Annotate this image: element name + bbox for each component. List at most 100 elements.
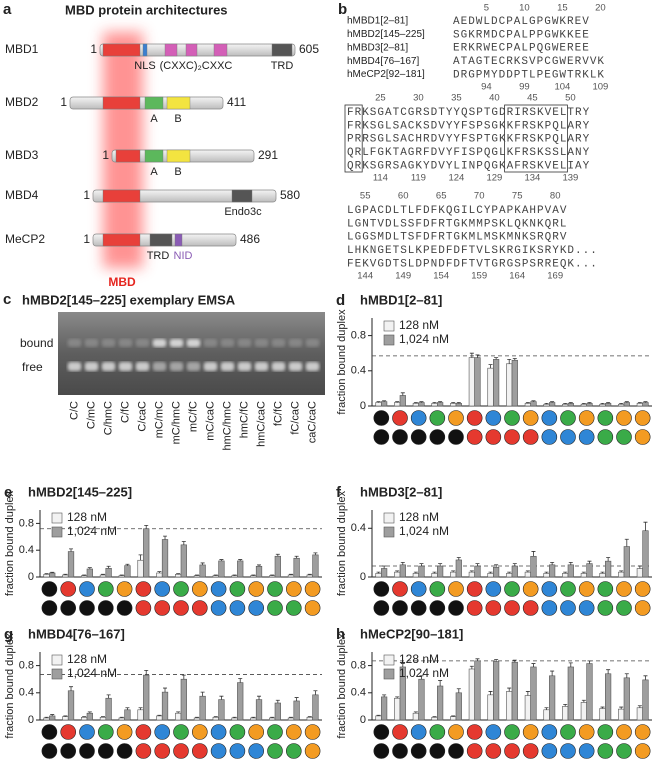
- bar: [312, 554, 319, 578]
- bar: [412, 403, 419, 407]
- position-number: 40: [489, 93, 500, 104]
- modification-dot: [373, 581, 390, 597]
- error-bar: [438, 401, 443, 403]
- modification-dot: [578, 724, 595, 740]
- domain-label: A: [150, 113, 158, 125]
- error-bar: [512, 563, 517, 567]
- error-bar: [270, 574, 275, 576]
- domain-label: TRD: [147, 250, 170, 262]
- error-bar: [413, 402, 418, 404]
- gel-band: [237, 362, 252, 371]
- modification-dot: [285, 600, 302, 616]
- domain: [185, 43, 198, 57]
- domain-label: B: [174, 113, 181, 125]
- residue-end: 580: [280, 188, 300, 202]
- modification-dot: [485, 743, 502, 759]
- gel-band: [135, 362, 150, 371]
- bar: [399, 395, 406, 407]
- position-number: 75: [512, 191, 523, 202]
- modification-dot: [373, 429, 390, 445]
- lane-label: fC/fC: [272, 401, 284, 426]
- bar: [394, 571, 401, 578]
- modification-dot: [578, 429, 595, 445]
- domain: [102, 189, 141, 203]
- modification-dot: [210, 724, 227, 740]
- bar: [156, 715, 163, 721]
- modification-dot: [466, 429, 483, 445]
- error-bar: [400, 561, 405, 565]
- error-bar: [100, 573, 105, 575]
- error-bar: [456, 557, 461, 560]
- modification-dot: [634, 743, 651, 759]
- modification-dot: [60, 724, 76, 740]
- y-tick-label: 0.4: [19, 544, 34, 556]
- error-bar: [100, 716, 105, 718]
- bar: [586, 663, 593, 721]
- error-bar: [550, 670, 555, 676]
- bar: [636, 568, 643, 578]
- gel-band: [271, 339, 286, 347]
- y-tick-label: 0: [360, 400, 366, 412]
- modification-dot: [522, 429, 539, 445]
- lane-label: hmC/hmC: [221, 401, 233, 451]
- modification-dot: [522, 724, 539, 740]
- modification-dot: [597, 600, 614, 616]
- gel-band: [220, 362, 235, 371]
- bar: [493, 661, 500, 721]
- error-bar: [432, 571, 437, 574]
- bar: [418, 678, 425, 721]
- error-bar: [494, 659, 499, 662]
- bar: [86, 712, 93, 721]
- lane-label: hmC/fC: [238, 401, 250, 438]
- sequence: ATAGTECRKSVPCGWERVVK: [453, 56, 605, 68]
- modification-dot: [267, 743, 283, 759]
- bar: [511, 359, 518, 407]
- position-number: 139: [562, 173, 578, 184]
- lane-label: C/hmC: [102, 401, 114, 435]
- bar: [62, 574, 69, 578]
- domain: [174, 233, 183, 247]
- modification-dot: [392, 600, 408, 616]
- error-bar: [294, 697, 299, 701]
- position-number: 10: [519, 3, 530, 14]
- bar: [124, 709, 131, 721]
- modification-dot: [504, 581, 520, 597]
- position-number: 60: [398, 191, 409, 202]
- domain: [164, 43, 178, 57]
- bar: [642, 679, 649, 721]
- chart-title: hMBD4[76–167]: [28, 626, 125, 641]
- bar: [218, 560, 225, 578]
- gel-band: [203, 362, 218, 371]
- bar: [412, 573, 419, 578]
- bar: [431, 716, 438, 721]
- error-bar: [550, 561, 555, 565]
- error-bar: [413, 571, 418, 574]
- modification-dot: [634, 724, 651, 740]
- error-bar: [507, 358, 512, 364]
- modification-dot: [560, 600, 576, 616]
- bar: [599, 573, 606, 578]
- error-bar: [270, 716, 275, 718]
- error-bar: [568, 662, 573, 667]
- bar: [543, 573, 550, 578]
- modification-dot: [116, 581, 133, 597]
- modification-dot: [410, 581, 427, 597]
- modification-dot: [154, 743, 170, 759]
- bar: [287, 574, 295, 578]
- error-bar: [531, 400, 536, 402]
- bar: [105, 567, 112, 578]
- error-bar: [376, 571, 381, 574]
- legend-swatch: [383, 512, 395, 524]
- error-bar: [600, 571, 605, 574]
- error-bar: [469, 665, 474, 669]
- modification-dot: [41, 581, 58, 597]
- modification-dot: [466, 724, 483, 740]
- domain: [142, 43, 148, 57]
- bar: [623, 677, 630, 721]
- modification-dot: [173, 743, 189, 759]
- error-bar: [232, 574, 237, 576]
- y-tick-label: 0.8: [351, 330, 366, 342]
- y-axis-label: fraction bound duplex: [4, 490, 16, 596]
- modification-dot: [229, 581, 246, 597]
